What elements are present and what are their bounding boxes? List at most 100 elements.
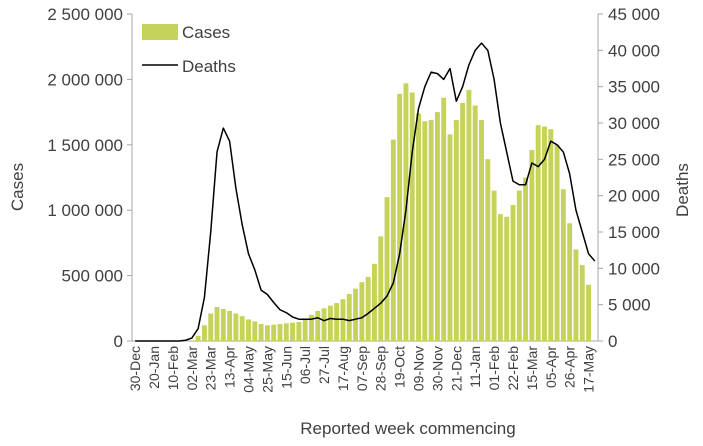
right-tick-label: 20 000 — [608, 187, 660, 206]
cases-bar — [384, 197, 390, 341]
cases-bar — [472, 105, 478, 341]
legend-cases-label: Cases — [182, 23, 230, 42]
cases-bar — [491, 190, 497, 341]
cases-bar — [252, 321, 258, 341]
cases-bar — [239, 316, 245, 341]
x-tick-label: 22-Feb — [505, 346, 521, 391]
legend-cases-swatch — [142, 24, 178, 40]
cases-bar — [497, 214, 503, 341]
cases-bar — [529, 150, 535, 341]
cases-bar — [353, 288, 359, 341]
x-tick-label: 30-Nov — [429, 346, 445, 391]
cases-bar — [371, 263, 377, 341]
cases-bar — [523, 177, 529, 341]
cases-bar — [516, 190, 522, 341]
x-tick-label: 19-Oct — [392, 346, 408, 388]
x-tick-label: 15-Mar — [524, 346, 540, 391]
cases-bar — [422, 121, 428, 341]
cases-bar — [208, 313, 214, 341]
cases-bar — [346, 293, 352, 341]
cases-bar — [390, 139, 396, 341]
cases-bar — [428, 119, 434, 341]
right-axis-ticks: 0 5 000 10 000 15 000 20 000 25 000 30 000 35 0… — [598, 5, 660, 351]
x-tick-label: 10-Feb — [165, 346, 181, 391]
cases-bar — [227, 310, 233, 341]
right-tick-label: 5 000 — [608, 296, 651, 315]
cases-bar — [409, 92, 415, 341]
x-axis-title: Reported week commencing — [300, 419, 515, 438]
cases-bar — [416, 113, 421, 342]
x-tick-label: 05-Apr — [543, 346, 559, 388]
cases-bar — [397, 93, 403, 342]
right-tick-label: 35 000 — [608, 78, 660, 97]
cases-bar — [485, 159, 491, 341]
cases-bar — [460, 102, 466, 341]
cases-bar — [296, 322, 302, 341]
x-tick-label: 07-Sep — [354, 346, 370, 391]
cases-bar — [302, 318, 308, 341]
cases-bar — [334, 303, 340, 341]
cases-bar — [340, 299, 346, 341]
cases-bar — [315, 310, 321, 341]
cases-bar — [560, 189, 566, 341]
x-tick-label: 06-Jul — [297, 346, 313, 384]
cases-bar — [195, 335, 201, 341]
x-tick-label: 28-Sep — [373, 346, 389, 391]
x-tick-label: 30-Dec — [127, 346, 143, 391]
cases-bar — [466, 89, 472, 341]
x-tick-label: 17-May — [581, 346, 597, 393]
left-tick-label: 1 000 000 — [47, 201, 123, 220]
cases-bar — [579, 265, 585, 341]
x-tick-label: 01-Feb — [486, 346, 502, 391]
right-tick-label: 30 000 — [608, 114, 660, 133]
cases-bar — [246, 319, 251, 341]
deaths-line — [135, 42, 596, 342]
y-axis-title-left: Cases — [8, 163, 27, 211]
y-axis-title-right: Deaths — [673, 163, 692, 217]
left-axis: 0 500 000 1 000 000 1 500 000 2 000 000 2 500… — [47, 5, 133, 351]
x-tick-label: 02-Mar — [184, 346, 200, 391]
cases-bar — [264, 325, 270, 341]
cases-bar — [548, 129, 554, 341]
left-axis-ticks: 0 500 000 1 000 000 1 500 000 2 000 000 2 500… — [47, 5, 132, 351]
cases-bar — [453, 119, 459, 341]
right-tick-label: 10 000 — [608, 259, 660, 278]
legend-deaths-label: Deaths — [182, 57, 236, 76]
cases-bar — [189, 340, 195, 341]
x-tick-label: 11-Jan — [467, 346, 483, 388]
cases-bar — [535, 125, 541, 342]
left-tick-label: 0 — [114, 332, 123, 351]
cases-bar — [271, 324, 277, 341]
left-tick-label: 1 500 000 — [47, 136, 123, 155]
cases-bar — [214, 306, 220, 341]
right-tick-label: 0 — [608, 332, 617, 351]
right-axis: 0 5 000 10 000 15 000 20 000 25 000 30 000 35 0… — [597, 5, 660, 351]
cases-bar — [586, 284, 592, 341]
cases-bar — [201, 325, 207, 341]
cases-bar — [554, 144, 560, 341]
left-tick-label: 500 000 — [62, 267, 123, 286]
cases-bar — [283, 323, 289, 341]
cases-bar — [567, 223, 573, 341]
x-tick-label: 27-Jul — [316, 346, 332, 384]
x-tick-label: 20-Jan — [146, 346, 162, 389]
cases-bar — [434, 112, 440, 341]
cases-bar — [258, 323, 264, 341]
x-tick-label: 23-Mar — [203, 346, 219, 391]
cases-bar — [220, 308, 226, 341]
x-tick-label: 04-May — [241, 346, 257, 393]
cases-bar — [290, 322, 296, 341]
cases-bar — [542, 126, 547, 341]
cases-bar — [321, 308, 327, 341]
right-tick-label: 15 000 — [608, 223, 660, 242]
cases-bar — [309, 314, 314, 341]
cases-bar — [277, 323, 283, 341]
x-tick-label: 26-Apr — [562, 346, 578, 388]
x-tick-label: 17-Aug — [335, 346, 351, 391]
cases-bar — [441, 97, 447, 341]
legend: Cases Deaths — [142, 23, 236, 76]
left-tick-label: 2 500 000 — [47, 5, 123, 24]
x-axis-ticks: 30-Dec 20-Jan 10-Feb 02-Mar 23-Mar 13-Apr 04-M… — [127, 346, 596, 393]
cases-bar — [510, 204, 516, 341]
